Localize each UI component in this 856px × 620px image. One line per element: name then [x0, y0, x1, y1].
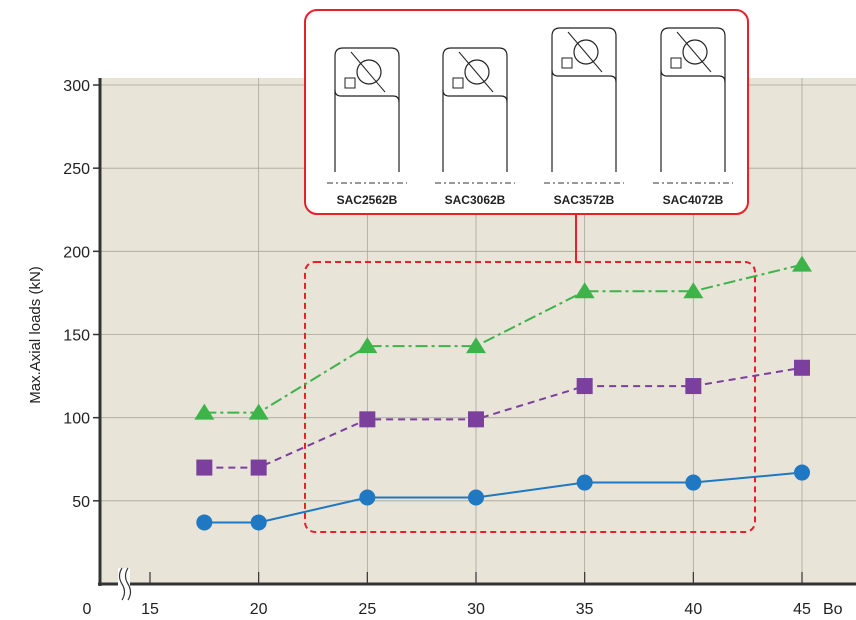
data-point-square: [359, 411, 376, 428]
data-point-circle: [576, 474, 593, 491]
bearing-contact-line: [567, 31, 603, 73]
x-tick-label: 35: [576, 601, 594, 618]
y-axis-label: Max.Axial loads (kN): [27, 266, 44, 404]
bearing-seal: [561, 57, 573, 69]
x-axis-label: Bo: [823, 601, 843, 618]
bearing-inner: [551, 69, 617, 83]
bearing-drawing: SAC3062B: [435, 47, 515, 207]
inset-box: [304, 9, 749, 215]
x-tick-label: 45: [793, 601, 811, 618]
x-tick-label: 25: [358, 601, 376, 618]
bearing-seal: [670, 57, 682, 69]
bearing-drawing: SAC4072B: [653, 27, 733, 207]
data-point-circle: [196, 514, 213, 531]
data-point-square: [196, 459, 213, 476]
axis-break-mark: [118, 567, 132, 604]
bearing-ball: [682, 39, 708, 65]
data-point-circle: [685, 474, 702, 491]
bearing-contact-line: [350, 51, 386, 93]
y-tick-label: 150: [63, 328, 90, 345]
bearing-contact-line: [458, 51, 494, 93]
bearing-outer: [334, 47, 400, 172]
bearing-drawing: SAC3572B: [544, 27, 624, 207]
bearing-outer: [551, 27, 617, 172]
bearing-outer: [660, 27, 726, 172]
y-tick-label: 100: [63, 411, 90, 428]
data-point-triangle: [248, 403, 269, 420]
bearing-drawings: SAC2562B SAC3062B SAC3572B SAC4072B: [327, 27, 733, 207]
data-point-circle: [794, 464, 810, 481]
y-tick-label: 300: [63, 78, 90, 95]
data-point-triangle: [574, 282, 595, 299]
data-point-square: [250, 459, 267, 476]
bearing-inner: [334, 89, 400, 103]
series-circle: [196, 464, 810, 531]
ticks: 50 100 150 200 250 300 15 20 25 30 35 40 45: [63, 78, 811, 618]
highlight-region: [304, 261, 756, 533]
bearing-label: SAC3062B: [445, 193, 506, 207]
data-point-triangle: [357, 337, 378, 354]
series-square: [196, 359, 810, 476]
data-point-triangle: [466, 337, 486, 354]
x-tick-label: 40: [684, 601, 702, 618]
data-point-circle: [250, 514, 267, 531]
x-tick-label: 15: [141, 601, 159, 618]
x-tick-label: 30: [467, 601, 485, 618]
bearing-contact-line: [676, 31, 712, 73]
bearing-seal: [344, 77, 356, 89]
data-point-circle: [359, 489, 376, 506]
y-tick-label: 50: [72, 494, 90, 511]
data-point-triangle: [683, 282, 704, 299]
data-point-square: [794, 359, 810, 376]
data-point-circle: [468, 489, 484, 506]
bearing-seal: [452, 77, 464, 89]
bearing-label: SAC3572B: [554, 193, 615, 207]
bearing-ball: [573, 39, 599, 65]
bearing-label: SAC2562B: [337, 193, 398, 207]
data-point-square: [685, 378, 702, 395]
data-point-square: [468, 411, 484, 428]
data-point-square: [576, 378, 593, 395]
bearing-drawing: SAC2562B: [327, 47, 407, 207]
bearing-label: SAC4072B: [663, 193, 724, 207]
bearing-ball: [356, 59, 382, 85]
data-point-triangle: [194, 403, 215, 420]
y-tick-label: 200: [63, 244, 90, 261]
y-tick-label: 250: [63, 161, 90, 178]
series-group: [194, 255, 812, 531]
bearing-inner: [442, 89, 508, 103]
bearing-ball: [464, 59, 490, 85]
bearing-inset: SAC2562B SAC3062B SAC3572B SAC4072B: [304, 9, 749, 215]
x-origin-label: 0: [83, 601, 92, 618]
bearing-inner: [660, 69, 726, 83]
data-point-triangle: [792, 255, 812, 272]
bearing-outer: [442, 47, 508, 172]
x-tick-label: 20: [250, 601, 268, 618]
series-triangle: [194, 255, 812, 420]
